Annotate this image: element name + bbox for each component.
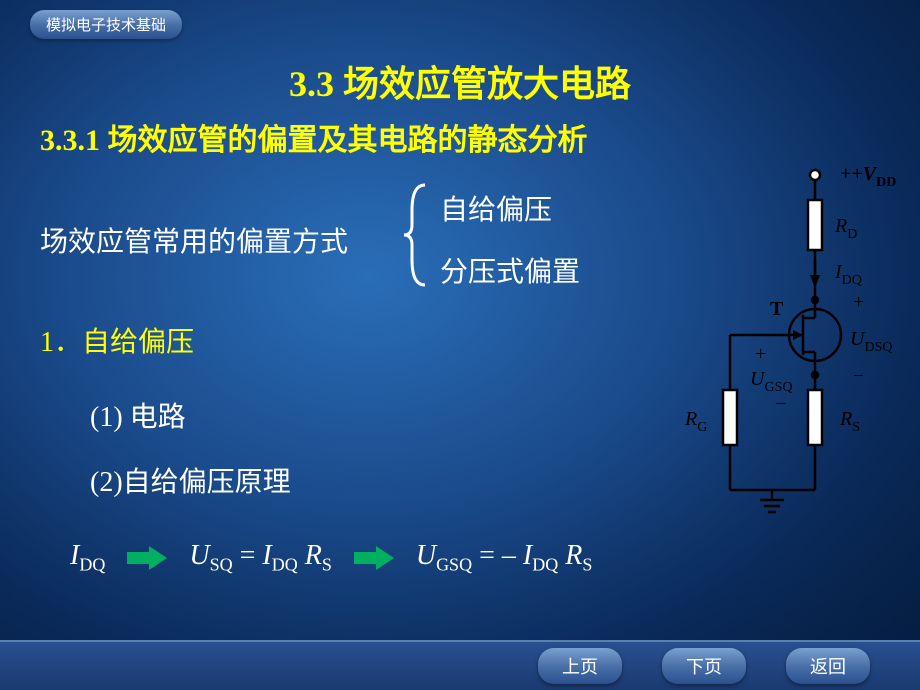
nav-bar: 上页 下页 返回 <box>0 640 920 690</box>
svg-text:+: + <box>755 343 766 365</box>
slide-subtitle: 3.3.1 场效应管的偏置及其电路的静态分析 <box>40 115 588 159</box>
back-button[interactable]: 返回 <box>786 648 870 684</box>
svg-text:UGSQ: UGSQ <box>750 368 792 395</box>
next-button[interactable]: 下页 <box>662 648 746 684</box>
svg-text:−: − <box>853 365 864 387</box>
svg-text:RG: RG <box>684 408 707 435</box>
subsection-1-label: (1) 电路 <box>90 395 186 435</box>
eq-idq: IDQ <box>70 540 105 576</box>
eq-ugsq: UGSQ = – IDQ RS <box>416 540 593 576</box>
svg-text:++VDD: ++VDD <box>840 163 896 190</box>
slide-title: 3.3 场效应管放大电路 <box>0 55 920 107</box>
arrow-icon <box>125 544 169 572</box>
brace-item-divider-bias: 分压式偏置 <box>440 250 580 290</box>
course-badge: 模拟电子技术基础 <box>30 10 182 39</box>
svg-text:UDSQ: UDSQ <box>850 328 892 355</box>
svg-text:T: T <box>770 298 784 320</box>
svg-text:RS: RS <box>839 408 860 435</box>
section-1-heading: 1．自给偏压 <box>40 320 194 360</box>
svg-text:−: − <box>775 393 786 415</box>
svg-text:RD: RD <box>834 215 857 242</box>
eq-usq: USQ = IDQ RS <box>189 540 332 576</box>
brace-item-self-bias: 自给偏压 <box>440 188 552 228</box>
bias-intro-text: 场效应管常用的偏置方式 <box>40 220 348 260</box>
subsection-2-label: (2)自给偏压原理 <box>90 460 291 500</box>
equation-row: IDQ USQ = IDQ RS UGSQ = – IDQ RS <box>70 540 592 576</box>
svg-text:IDQ: IDQ <box>834 261 862 288</box>
left-brace-icon <box>400 180 430 290</box>
circuit-diagram: ++VDD RD IDQ T + UDSQ − + UGSQ − RG RS <box>625 160 905 530</box>
arrow-icon <box>352 544 396 572</box>
svg-text:+: + <box>853 291 864 313</box>
prev-button[interactable]: 上页 <box>538 648 622 684</box>
